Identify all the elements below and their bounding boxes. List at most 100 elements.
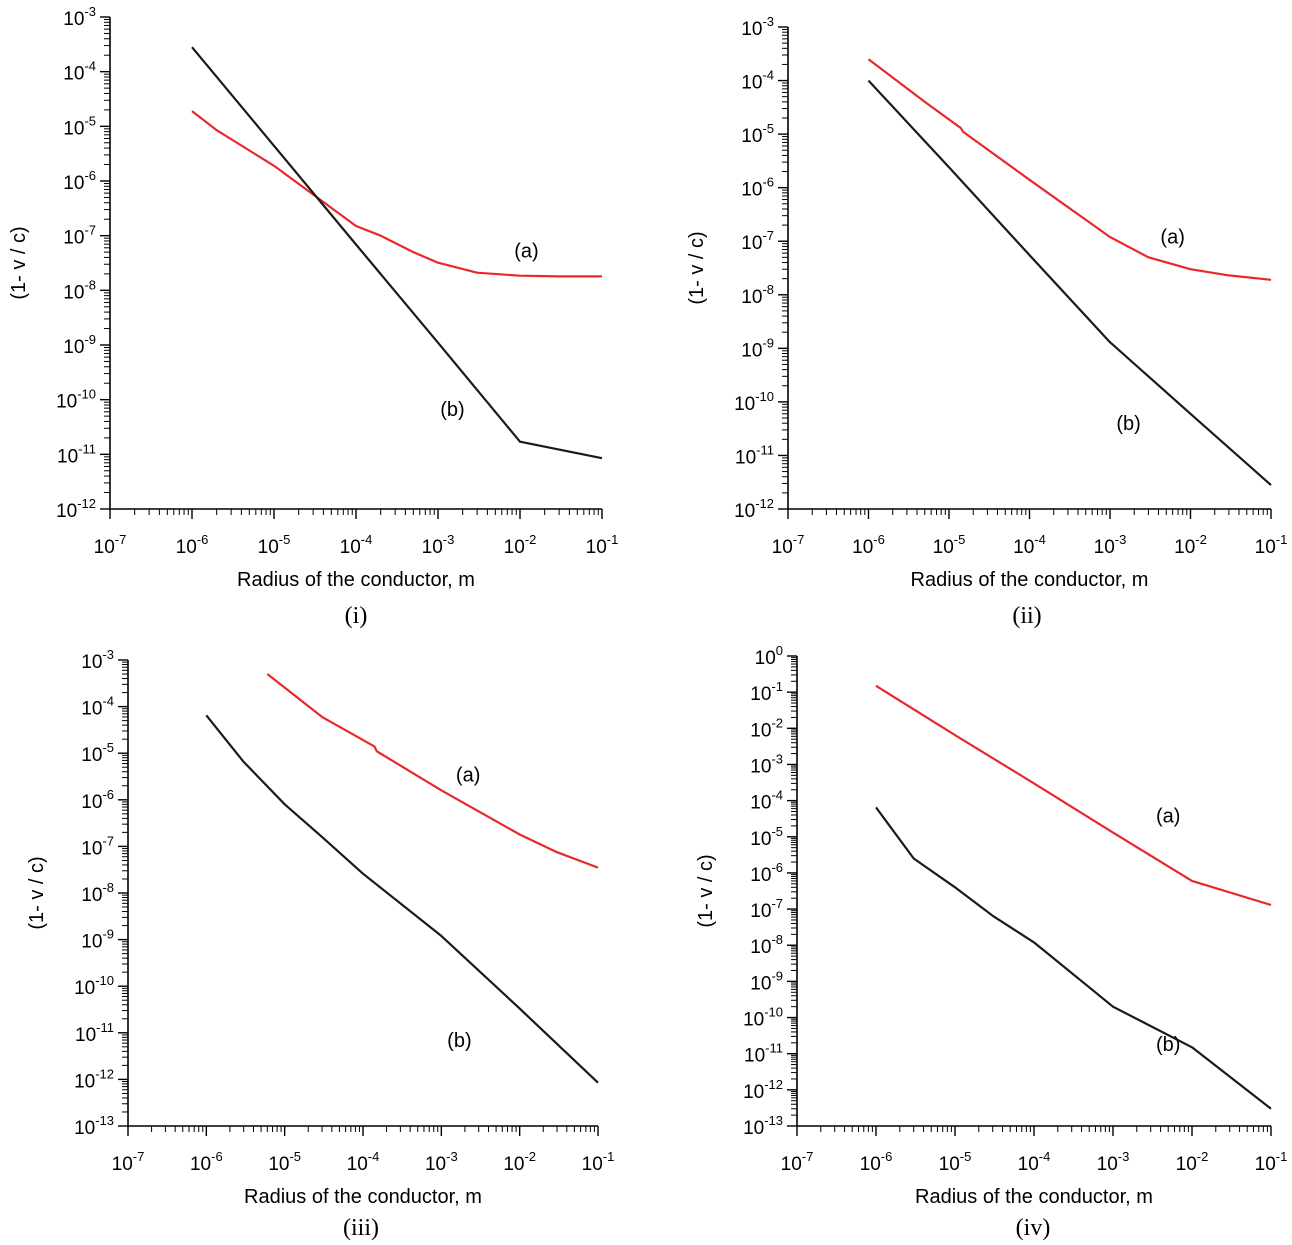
x-tick-label: 10-7 [772,532,805,558]
series-line-b [875,806,1272,1110]
y-tick-label: 10-4 [750,788,783,814]
y-axis-title: (1- v / c) [686,231,708,304]
y-tick-label: 10-11 [744,1041,783,1067]
x-tick-label: 10-6 [860,1149,893,1175]
panel-caption: (iii) [343,1215,379,1241]
y-tick-label: 10-6 [750,860,783,886]
y-tick-label: 10-3 [741,14,774,40]
x-tick-label: 10-1 [586,532,619,558]
x-tick-label: 10-2 [504,532,537,558]
x-tick-label: 10-1 [582,1149,615,1175]
series-line-a [875,684,1272,907]
y-axis-title: (1- v / c) [8,226,30,299]
y-tick-label: 10-13 [74,1113,114,1139]
y-tick-label: 10-11 [57,441,96,467]
y-tick-label: 10-7 [741,228,774,254]
panel-caption: (i) [345,603,368,629]
y-tick-label: 10-8 [63,277,96,303]
y-tick-label: 10-4 [741,68,774,94]
x-tick-label: 10-6 [176,532,209,558]
y-tick-label: 100 [755,643,783,669]
y-tick-label: 10-5 [750,824,783,850]
chart-panel-1: 10-7 10-6 10-5 10-4 10-3 10-2 10-1 10-12 10-11 10… [8,4,618,629]
x-tick-label: 10-5 [268,1149,301,1175]
y-tick-label: 10-8 [741,282,774,308]
x-tick-label: 10-3 [1094,532,1127,558]
x-tick-label: 10-3 [425,1149,458,1175]
y-tick-label: 10-3 [81,647,114,673]
y-tick-label: 10-3 [750,751,783,777]
y-tick-label: 10-10 [74,973,114,999]
y-tick-label: 10-4 [81,694,114,720]
x-tick-label: 10-1 [1255,1149,1288,1175]
x-tick-label: 10-3 [1097,1149,1130,1175]
y-tick-label: 10-6 [741,175,774,201]
y-tick-label: 10-1 [750,679,783,705]
series-label-b: (b) [440,399,464,421]
x-tick-label: 10-7 [781,1149,814,1175]
y-tick-label: 10-12 [74,1066,114,1092]
y-tick-label: 10-9 [741,335,774,361]
series-line-b [205,714,599,1084]
x-tick-label: 10-7 [112,1149,145,1175]
x-axis-title: Radius of the conductor, m [244,1186,482,1208]
y-axis-title: (1- v / c) [695,854,717,927]
series-line-a [191,110,602,278]
series-label-a: (a) [456,764,480,786]
y-tick-label: 10-13 [743,1113,783,1139]
x-tick-label: 10-2 [1176,1149,1209,1175]
y-tick-label: 10-6 [81,787,114,813]
series-label-b: (b) [1116,413,1140,435]
y-tick-label: 10-5 [741,121,774,147]
y-tick-label: 10-10 [743,1005,783,1031]
y-tick-label: 10-12 [56,496,96,522]
x-tick-label: 10-2 [1174,532,1207,558]
y-tick-label: 10-11 [735,442,774,468]
y-tick-label: 10-12 [734,496,774,522]
y-axis-title: (1- v / c) [26,856,48,929]
x-tick-label: 10-1 [1255,532,1288,558]
panel-caption: (iv) [1016,1215,1051,1241]
series-line-b [191,46,603,460]
x-tick-label: 10-4 [340,532,373,558]
x-tick-label: 10-4 [1018,1149,1051,1175]
y-tick-label: 10-6 [63,168,96,194]
x-axis-title: Radius of the conductor, m [911,569,1149,591]
y-tick-label: 10-11 [75,1020,114,1046]
y-tick-label: 10-8 [750,932,783,958]
series-label-a: (a) [1156,805,1180,827]
y-tick-label: 10-10 [734,389,774,415]
series-line-a [867,58,1272,281]
x-tick-label: 10-5 [933,532,966,558]
x-tick-label: 10-6 [852,532,885,558]
x-tick-label: 10-2 [503,1149,536,1175]
x-tick-label: 10-5 [258,532,291,558]
y-tick-label: 10-10 [56,387,96,413]
series-label-a: (a) [1160,227,1184,249]
y-tick-label: 10-12 [743,1077,783,1103]
panel-caption: (ii) [1012,603,1041,629]
x-tick-label: 10-5 [939,1149,972,1175]
series-line-b [867,79,1272,486]
x-tick-label: 10-4 [1013,532,1046,558]
series-line-a [266,673,599,869]
series-label-b: (b) [447,1030,471,1052]
chart-panel-2: 10-7 10-6 10-5 10-4 10-3 10-2 10-1 10-12 10-11 10… [686,14,1287,629]
chart-panel-4: 10-7 10-6 10-5 10-4 10-3 10-2 10-1 10-13 10-12 10… [695,643,1287,1241]
y-tick-label: 10-9 [750,968,783,994]
x-axis-title: Radius of the conductor, m [915,1186,1153,1208]
y-tick-label: 10-2 [750,715,783,741]
y-tick-label: 10-7 [81,833,114,859]
y-tick-label: 10-3 [63,4,96,30]
y-tick-label: 10-4 [63,59,96,85]
y-tick-label: 10-8 [81,880,114,906]
series-label-b: (b) [1156,1034,1180,1056]
x-axis-title: Radius of the conductor, m [237,569,475,591]
y-tick-label: 10-9 [63,332,96,358]
x-tick-label: 10-3 [422,532,455,558]
series-label-a: (a) [514,240,538,262]
x-tick-label: 10-7 [94,532,127,558]
y-tick-label: 10-5 [81,740,114,766]
y-tick-label: 10-7 [63,223,96,249]
